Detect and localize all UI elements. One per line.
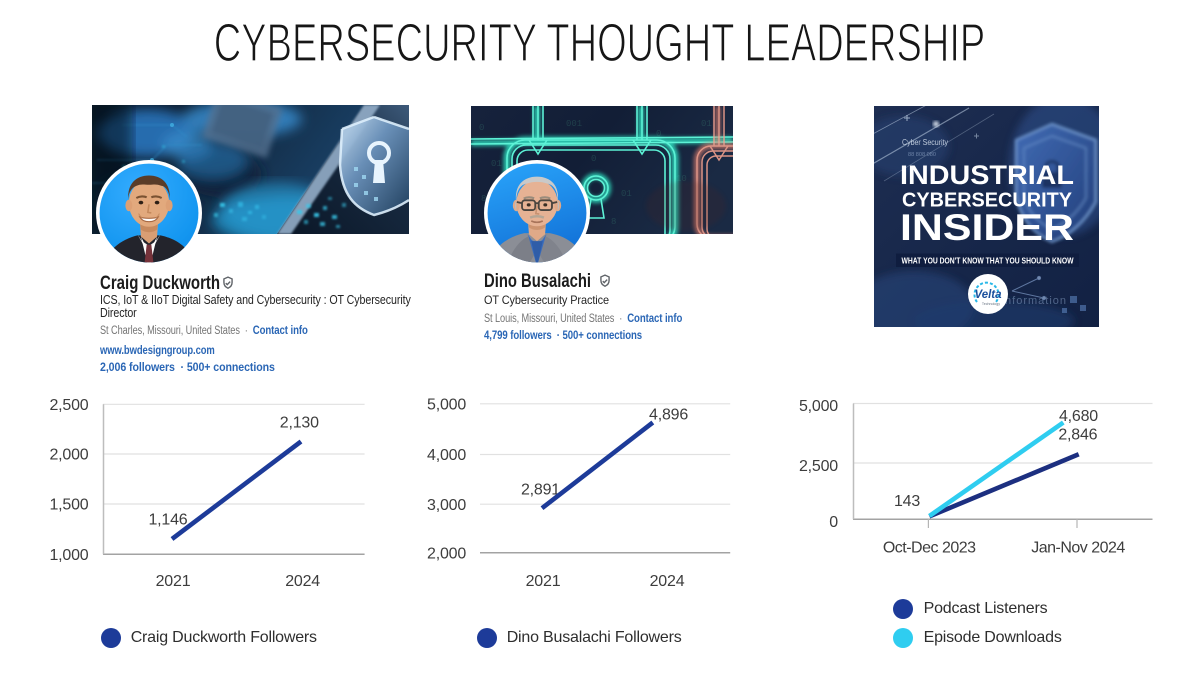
svg-text:2021: 2021: [156, 573, 191, 590]
svg-text:01: 01: [621, 189, 632, 199]
svg-text:001: 001: [566, 119, 582, 129]
svg-text:0: 0: [479, 123, 484, 133]
svg-text:INSIDER: INSIDER: [900, 207, 1074, 248]
svg-text:1,146: 1,146: [148, 512, 187, 529]
svg-text:2,500: 2,500: [49, 397, 88, 414]
svg-text:4,000: 4,000: [427, 447, 466, 464]
svg-text:01: 01: [491, 159, 502, 169]
svg-text:WHAT YOU DON'T KNOW THAT YOU S: WHAT YOU DON'T KNOW THAT YOU SHOULD KNOW: [902, 257, 1074, 266]
svg-text:2,891: 2,891: [521, 481, 560, 498]
svg-text:0: 0: [591, 154, 596, 164]
svg-text:Information: Information: [1001, 295, 1067, 307]
svg-text:Velta: Velta: [974, 289, 1002, 301]
svg-text:01: 01: [701, 119, 712, 129]
svg-text:10: 10: [676, 174, 687, 184]
svg-text:3,000: 3,000: [427, 497, 466, 514]
svg-text:Cyber Security: Cyber Security: [902, 138, 948, 147]
svg-text:4,896: 4,896: [649, 407, 688, 424]
svg-text:2,000: 2,000: [49, 447, 88, 464]
svg-text:2,846: 2,846: [1058, 427, 1097, 444]
svg-text:5,000: 5,000: [427, 397, 466, 414]
svg-text:2,500: 2,500: [799, 458, 838, 475]
svg-text:88 808 080: 88 808 080: [908, 152, 936, 158]
svg-text:Oct-Dec 2023: Oct-Dec 2023: [883, 540, 976, 557]
svg-text:Technology: Technology: [982, 302, 1000, 306]
svg-text:1,000: 1,000: [49, 547, 88, 564]
svg-text:5,000: 5,000: [799, 398, 838, 415]
svg-text:0: 0: [829, 514, 838, 531]
svg-text:2,000: 2,000: [427, 545, 466, 562]
svg-text:Jan-Nov 2024: Jan-Nov 2024: [1031, 540, 1125, 557]
svg-text:2024: 2024: [285, 573, 320, 590]
svg-text:4,680: 4,680: [1059, 408, 1098, 425]
svg-text:8: 8: [611, 217, 616, 227]
svg-text:0: 0: [656, 129, 661, 139]
svg-text:INDUSTRIAL: INDUSTRIAL: [900, 160, 1074, 190]
svg-text:CYBERSECURITY: CYBERSECURITY: [902, 189, 1072, 212]
svg-text:2,130: 2,130: [280, 415, 319, 432]
svg-text:2021: 2021: [526, 573, 561, 590]
svg-text:1,500: 1,500: [49, 497, 88, 514]
svg-text:2024: 2024: [650, 573, 685, 590]
svg-text:143: 143: [894, 493, 920, 510]
svg-text:8: 8: [481, 194, 486, 204]
